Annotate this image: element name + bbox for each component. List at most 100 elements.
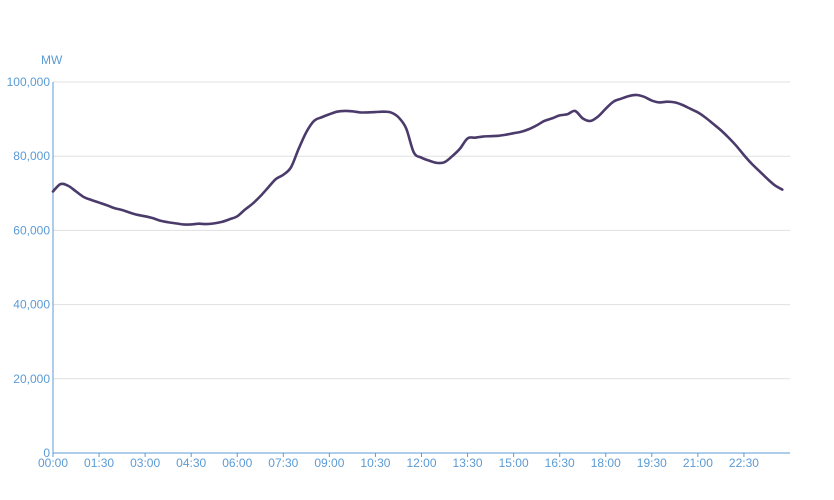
x-tick-label: 00:00 xyxy=(38,456,68,470)
data-point xyxy=(244,209,246,211)
data-point xyxy=(444,161,446,163)
data-point xyxy=(620,98,622,100)
y-tick-label: 80,000 xyxy=(13,149,50,163)
data-point xyxy=(674,102,676,104)
data-point xyxy=(267,187,269,189)
x-tick-label: 09:00 xyxy=(314,456,344,470)
data-point xyxy=(682,104,684,106)
x-tick-label: 07:30 xyxy=(268,456,298,470)
data-point xyxy=(367,112,369,114)
data-point xyxy=(697,112,699,114)
data-point xyxy=(213,223,215,225)
data-point xyxy=(60,183,62,185)
data-point xyxy=(283,174,285,176)
data-point xyxy=(313,120,315,122)
data-point xyxy=(528,128,530,130)
data-point xyxy=(513,132,515,134)
x-tick-label: 18:00 xyxy=(591,456,621,470)
data-point xyxy=(390,112,392,114)
data-point xyxy=(352,111,354,113)
series-group xyxy=(51,93,784,226)
data-point xyxy=(68,185,70,187)
data-point xyxy=(421,157,423,159)
data-point xyxy=(659,102,661,104)
data-point xyxy=(229,218,231,220)
data-point xyxy=(766,178,768,180)
data-point xyxy=(152,217,154,219)
y-axis-unit-label: MW xyxy=(41,53,63,67)
y-tick-label: 100,000 xyxy=(7,75,51,89)
data-point xyxy=(183,224,185,226)
data-point xyxy=(536,125,538,127)
data-point xyxy=(91,199,93,201)
x-tick-label: 13:30 xyxy=(453,456,483,470)
x-tick-label: 15:00 xyxy=(499,456,529,470)
data-point xyxy=(590,120,592,122)
data-point xyxy=(636,94,638,96)
data-point xyxy=(329,113,331,115)
series-line xyxy=(51,93,784,226)
data-point xyxy=(190,224,192,226)
data-point xyxy=(651,100,653,102)
x-tick-labels: 00:00 01:30 03:00 04:30 06:00 07:30 09:00 10:30… xyxy=(38,453,759,470)
data-point xyxy=(290,167,292,169)
data-point xyxy=(114,207,116,209)
data-point xyxy=(774,184,776,186)
x-tick-label: 04:30 xyxy=(176,456,206,470)
data-point xyxy=(666,101,668,103)
data-point xyxy=(689,108,691,110)
data-point xyxy=(544,120,546,122)
x-tick-label: 16:30 xyxy=(545,456,575,470)
data-point xyxy=(321,116,323,118)
data-point xyxy=(728,137,730,139)
x-tick-label: 03:00 xyxy=(130,456,160,470)
data-point xyxy=(559,115,561,117)
data-point xyxy=(259,195,261,197)
data-point xyxy=(482,136,484,138)
data-point xyxy=(505,134,507,136)
data-point xyxy=(551,118,553,120)
y-tick-label: 60,000 xyxy=(13,223,50,237)
data-point xyxy=(451,155,453,157)
data-point xyxy=(137,214,139,216)
data-point xyxy=(344,110,346,112)
y-tick-label: 0 xyxy=(43,446,50,460)
data-point xyxy=(129,212,131,214)
data-point xyxy=(574,110,576,112)
data-point xyxy=(121,209,123,211)
x-tick-label: 10:30 xyxy=(360,456,390,470)
data-point xyxy=(735,145,737,147)
data-point xyxy=(497,135,499,137)
data-point xyxy=(613,101,615,103)
data-point xyxy=(712,123,714,125)
data-point xyxy=(298,148,300,150)
data-point xyxy=(782,189,784,191)
x-tick-label: 22:30 xyxy=(729,456,759,470)
data-point xyxy=(382,111,384,113)
data-point xyxy=(160,220,162,222)
data-point xyxy=(413,152,415,154)
data-point xyxy=(597,116,599,118)
data-point xyxy=(167,221,169,223)
y-tick-label: 40,000 xyxy=(13,298,50,312)
data-point xyxy=(52,191,54,193)
data-point xyxy=(467,138,469,140)
data-point xyxy=(758,170,760,172)
data-point xyxy=(336,111,338,113)
data-point xyxy=(490,135,492,137)
data-point xyxy=(751,163,753,165)
data-point xyxy=(98,202,100,204)
data-point xyxy=(398,116,400,118)
data-point xyxy=(605,108,607,110)
data-point xyxy=(359,112,361,114)
data-point xyxy=(474,137,476,139)
axes xyxy=(52,82,790,454)
x-tick-label: 19:30 xyxy=(637,456,667,470)
x-tick-label: 21:00 xyxy=(683,456,713,470)
data-point xyxy=(75,191,77,193)
data-point xyxy=(252,203,254,205)
data-point xyxy=(198,223,200,225)
data-point xyxy=(175,223,177,225)
data-point xyxy=(705,117,707,119)
